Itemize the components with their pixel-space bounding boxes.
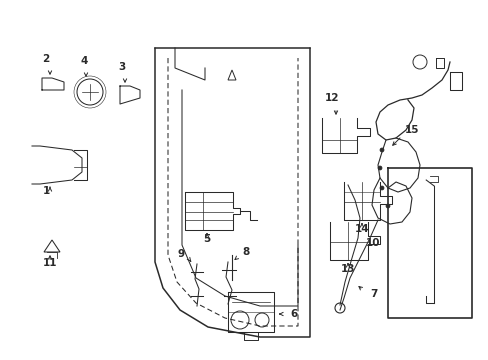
Text: 1: 1 bbox=[42, 186, 49, 196]
Text: 6: 6 bbox=[289, 309, 297, 319]
Text: 10: 10 bbox=[365, 238, 379, 248]
Circle shape bbox=[377, 166, 381, 170]
Text: 12: 12 bbox=[324, 93, 339, 103]
Text: 14: 14 bbox=[354, 224, 368, 234]
Text: 8: 8 bbox=[242, 247, 249, 257]
Text: 15: 15 bbox=[404, 125, 419, 135]
Text: 4: 4 bbox=[80, 56, 87, 66]
Circle shape bbox=[379, 186, 383, 190]
Text: 13: 13 bbox=[340, 264, 354, 274]
Text: 11: 11 bbox=[42, 258, 57, 268]
Circle shape bbox=[379, 148, 383, 152]
Text: 9: 9 bbox=[178, 249, 184, 259]
Text: 3: 3 bbox=[118, 62, 125, 72]
Text: 7: 7 bbox=[369, 289, 377, 299]
Text: 5: 5 bbox=[203, 234, 210, 244]
Text: 2: 2 bbox=[42, 54, 49, 64]
Circle shape bbox=[385, 204, 389, 208]
